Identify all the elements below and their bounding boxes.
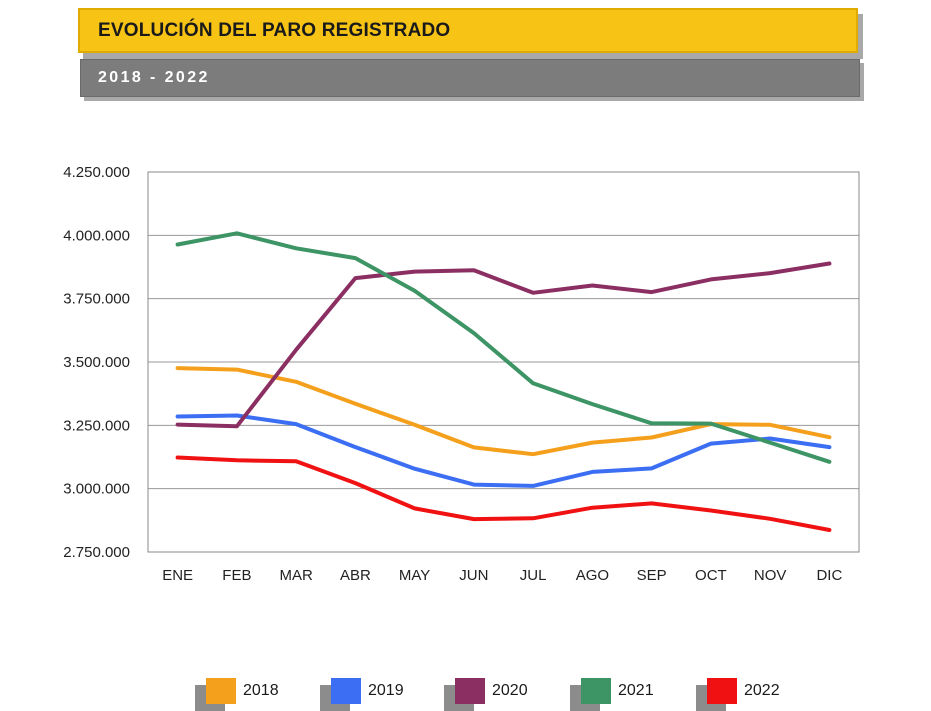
series-line-2018 xyxy=(175,366,832,457)
legend-item-2018: 2018 xyxy=(195,676,295,711)
legend-item-2022: 2022 xyxy=(696,676,796,711)
legend-label: 2021 xyxy=(618,682,654,699)
legend-label: 2018 xyxy=(243,682,279,699)
legend-label: 2020 xyxy=(492,682,528,699)
y-tick-label: 3.750.000 xyxy=(63,291,130,308)
legend-item-2021: 2021 xyxy=(570,676,670,711)
y-tick-label: 2.750.000 xyxy=(63,544,130,561)
x-tick-label: JUL xyxy=(520,567,547,584)
page-title: EVOLUCIÓN DEL PARO REGISTRADO xyxy=(78,8,858,53)
y-tick-label: 4.000.000 xyxy=(63,227,130,244)
legend-label: 2022 xyxy=(744,682,780,699)
y-tick-label: 4.250.000 xyxy=(63,164,130,181)
x-tick-label: ENE xyxy=(162,567,193,584)
legend-swatch xyxy=(707,678,737,704)
legend-swatch xyxy=(331,678,361,704)
series-line-2022 xyxy=(175,455,832,532)
x-tick-label: FEB xyxy=(222,567,251,584)
legend-swatch xyxy=(455,678,485,704)
series-line-2019 xyxy=(175,413,832,488)
x-tick-label: OCT xyxy=(695,567,727,584)
series-line-2020 xyxy=(175,261,832,429)
chart-legend: 2018 2019 2020 2021 2022 xyxy=(0,676,931,711)
legend-swatch xyxy=(206,678,236,704)
legend-label: 2019 xyxy=(368,682,404,699)
x-tick-label: JUN xyxy=(459,567,488,584)
legend-item-2019: 2019 xyxy=(320,676,420,711)
y-tick-label: 3.250.000 xyxy=(63,417,130,434)
y-tick-label: 3.000.000 xyxy=(63,481,130,498)
x-tick-label: ABR xyxy=(340,567,371,584)
plot-area-border xyxy=(147,171,860,553)
x-tick-label: MAR xyxy=(279,567,313,584)
x-tick-label: NOV xyxy=(754,567,787,584)
y-tick-label: 3.500.000 xyxy=(63,354,130,371)
legend-item-2020: 2020 xyxy=(444,676,544,711)
page-subtitle: 2018 - 2022 xyxy=(80,59,860,97)
x-tick-label: MAY xyxy=(399,567,430,584)
x-tick-label: AGO xyxy=(576,567,609,584)
legend-swatch xyxy=(581,678,611,704)
x-tick-label: DIC xyxy=(816,567,842,584)
series-line-2021 xyxy=(175,231,832,464)
x-tick-label: SEP xyxy=(637,567,667,584)
